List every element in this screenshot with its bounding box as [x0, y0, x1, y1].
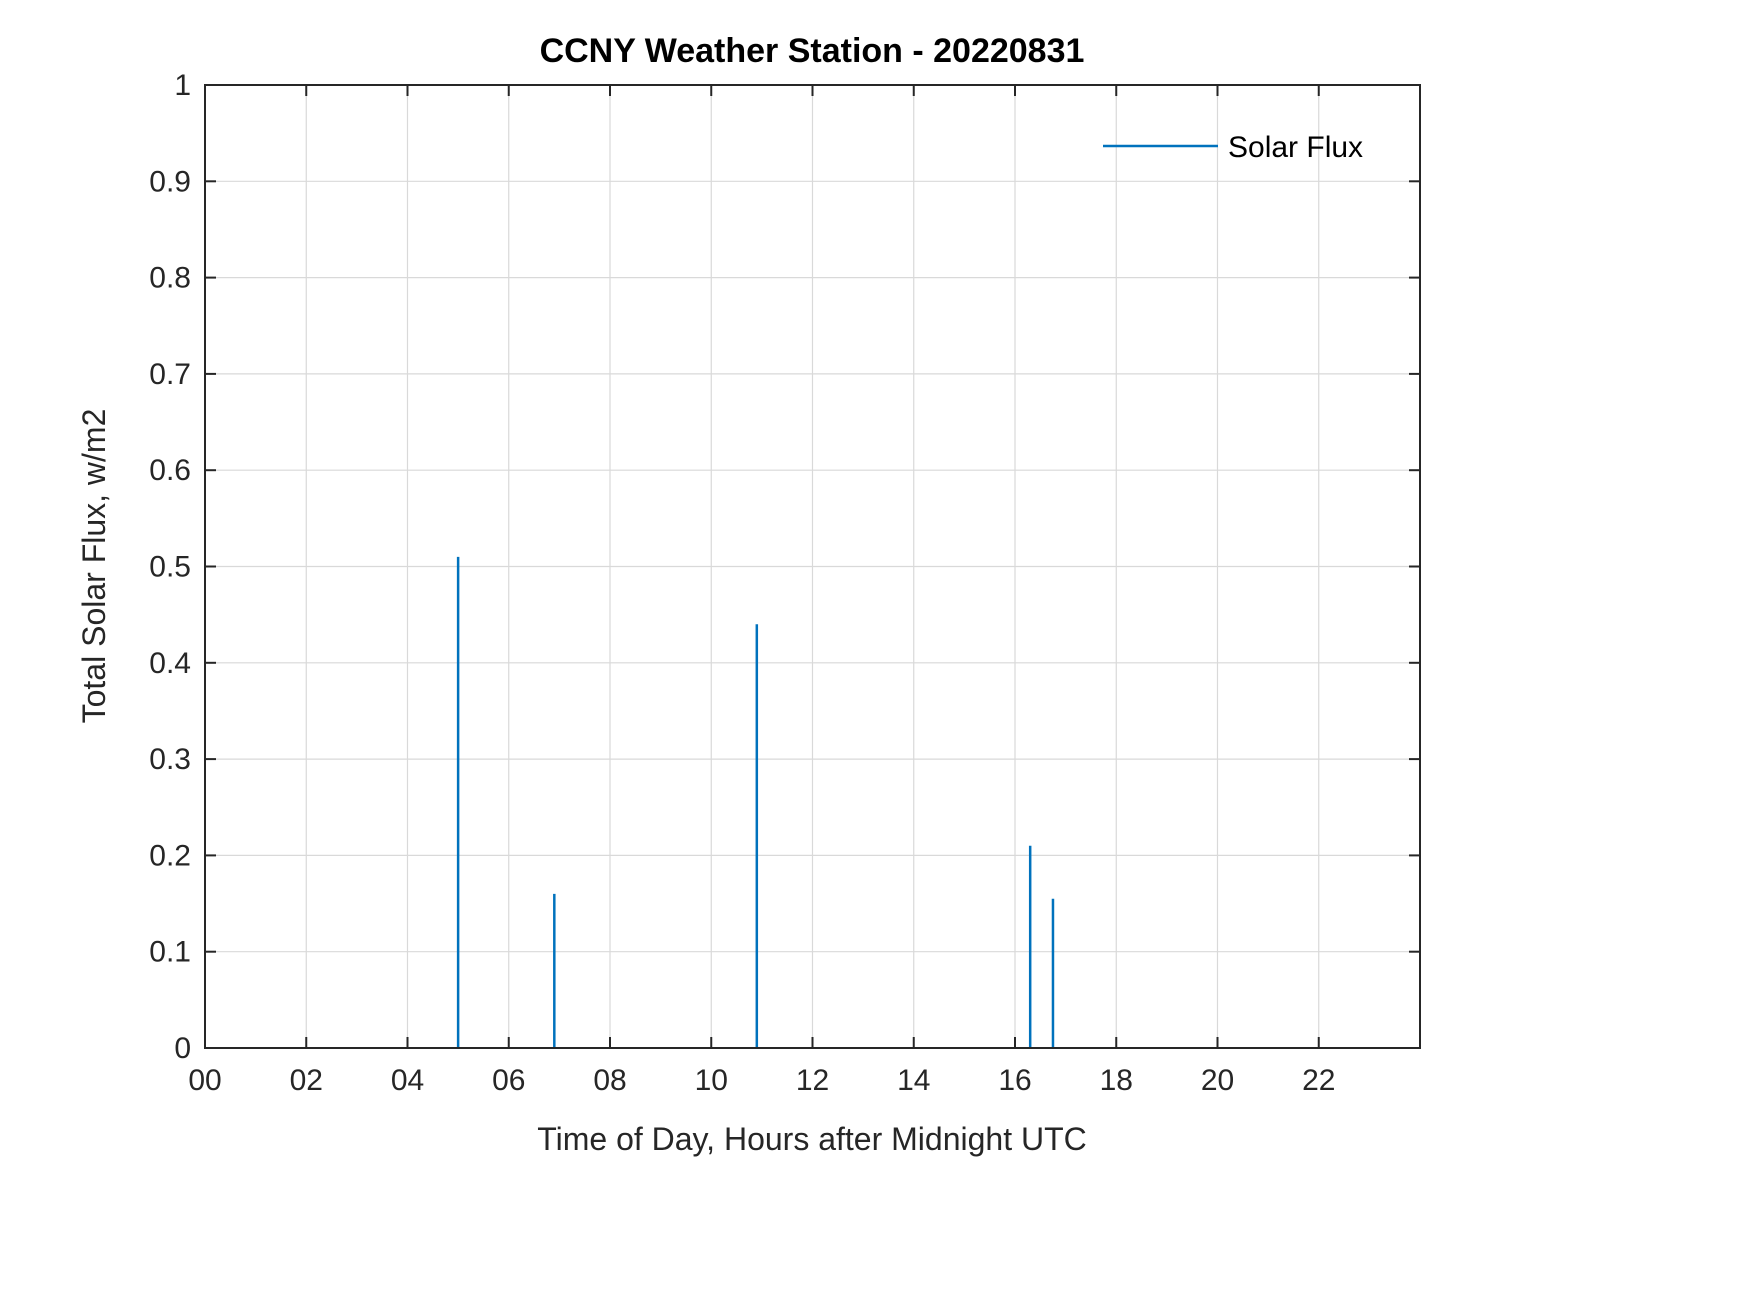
y-tick-label: 0.7: [149, 358, 191, 391]
y-tick-label: 0.4: [149, 647, 191, 680]
x-tick-label: 00: [188, 1064, 221, 1097]
x-tick-label: 16: [998, 1064, 1031, 1097]
axes-box: [204, 84, 1421, 1049]
y-tick-label: 0.6: [149, 454, 191, 487]
x-tick-label: 10: [695, 1064, 728, 1097]
x-tick-label: 12: [796, 1064, 829, 1097]
legend: Solar Flux: [1103, 131, 1363, 164]
x-tick-label: 08: [593, 1064, 626, 1097]
y-axis-label: Total Solar Flux, w/m2: [76, 409, 112, 724]
x-tick-label: 02: [290, 1064, 323, 1097]
axis-tick-labels: 00 02 04 06 08 10 12 14 16 18 20 22 0 0.1 0.2 0.3 0.4 0.5…: [149, 69, 1335, 1097]
chart-title: CCNY Weather Station - 20220831: [540, 32, 1085, 70]
y-tick-label: 0.1: [149, 936, 191, 969]
x-tick-label: 18: [1100, 1064, 1133, 1097]
y-tick-label: 0.5: [149, 551, 191, 584]
y-tick-label: 0.3: [149, 743, 191, 776]
x-axis-label: Time of Day, Hours after Midnight UTC: [537, 1121, 1086, 1157]
x-tick-label: 04: [391, 1064, 424, 1097]
x-tick-label: 06: [492, 1064, 525, 1097]
y-tick-label: 0: [174, 1032, 191, 1065]
legend-entry-label: Solar Flux: [1228, 131, 1363, 164]
y-tick-label: 0.9: [149, 165, 191, 198]
y-tick-label: 1: [174, 69, 191, 102]
x-tick-label: 14: [897, 1064, 930, 1097]
y-tick-label: 0.2: [149, 839, 191, 872]
data-series-spikes: [456, 556, 1055, 1047]
x-tick-label: 20: [1201, 1064, 1234, 1097]
grid-lines: [205, 85, 1420, 1048]
x-tick-label: 22: [1302, 1064, 1335, 1097]
y-tick-label: 0.8: [149, 262, 191, 295]
